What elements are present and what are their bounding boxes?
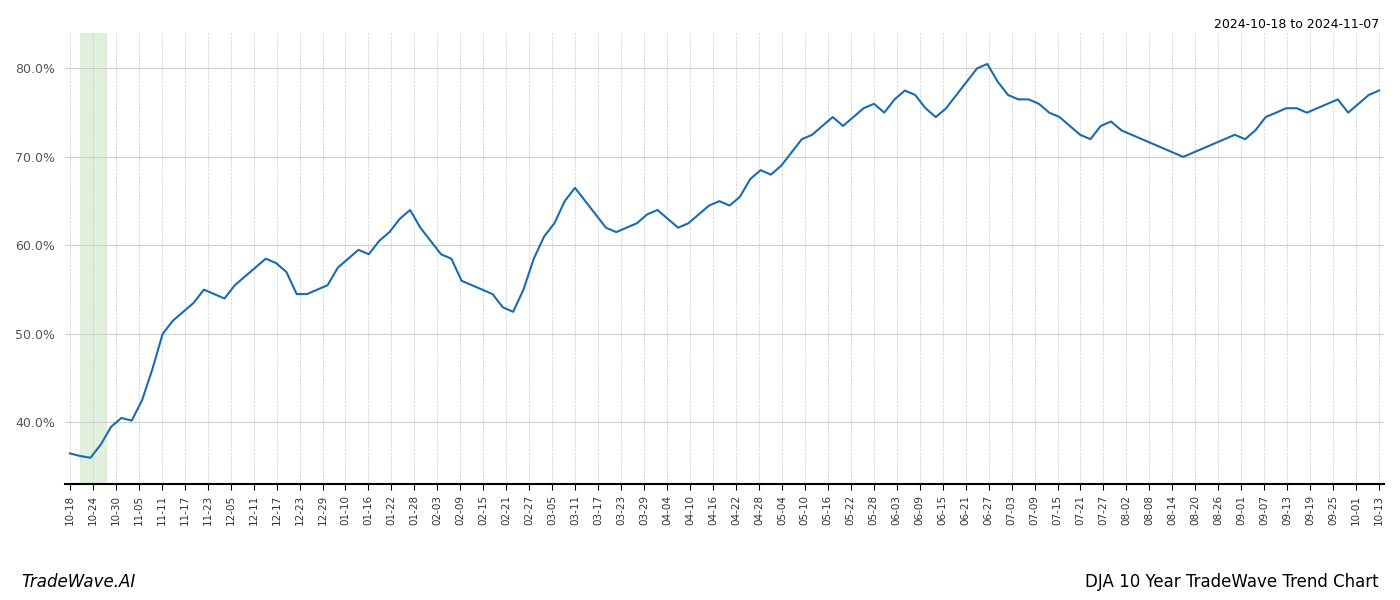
Text: 2024-10-18 to 2024-11-07: 2024-10-18 to 2024-11-07 (1214, 18, 1379, 31)
Text: TradeWave.AI: TradeWave.AI (21, 573, 136, 591)
Bar (80, 33, 106, 484)
Text: DJA 10 Year TradeWave Trend Chart: DJA 10 Year TradeWave Trend Chart (1085, 573, 1379, 591)
